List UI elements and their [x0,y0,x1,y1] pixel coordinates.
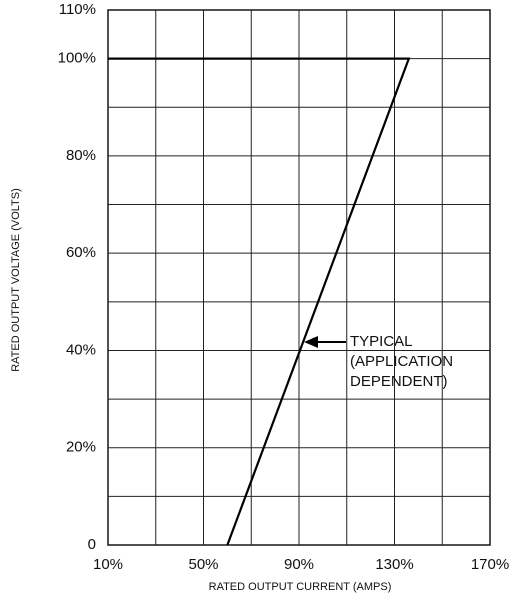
x-tick-label: 10% [93,556,123,573]
y-tick-label: 0 [88,536,96,553]
y-tick-label: 80% [66,147,96,164]
y-tick-label: 60% [66,244,96,261]
x-axis-label: RATED OUTPUT CURRENT (AMPS) [209,581,392,593]
annotation: TYPICAL [350,333,413,350]
annotation: (APPLICATION [350,353,453,370]
annotation-arrow [304,336,346,348]
series-line [108,57,411,546]
y-axis-label: RATED OUTPUT VOLTAGE (VOLTS) [10,188,22,372]
y-tick-label: 110% [59,1,96,18]
x-tick-label: 130% [375,556,413,573]
y-tick-label: 40% [66,341,96,358]
y-tick-label: 100% [58,50,96,67]
x-tick-label: 50% [188,556,218,573]
x-tick-label: 170% [471,556,509,573]
x-tick-label: 90% [284,556,314,573]
y-tick-label: 20% [66,439,96,456]
annotation: DEPENDENT) [350,373,448,390]
